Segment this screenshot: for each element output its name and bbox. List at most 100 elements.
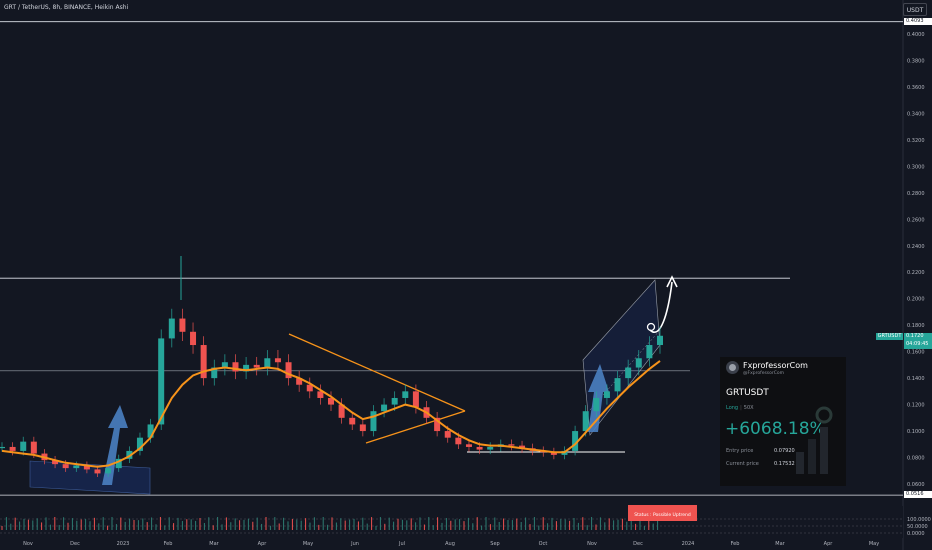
current-price-marker [646, 322, 656, 332]
graph-decoration-icon [796, 406, 833, 474]
candle-body[interactable] [370, 411, 377, 432]
price-tick-label: 0.3000 [907, 164, 925, 170]
candle-body[interactable] [285, 362, 292, 379]
candle-body[interactable] [349, 417, 356, 425]
candle-body[interactable] [476, 446, 483, 450]
candle-body[interactable] [253, 364, 260, 368]
card-brand: FxprofessorCom [743, 361, 808, 370]
candle-body[interactable] [83, 465, 90, 470]
time-axis[interactable]: Nov Dec 2023 Feb Mar Apr May Jun Jul Aug Sep Oct Nov… [23, 541, 879, 547]
candle-body[interactable] [136, 437, 143, 451]
candle-body[interactable] [328, 397, 334, 405]
candle-body[interactable] [274, 358, 281, 363]
candle-body[interactable] [359, 424, 366, 432]
time-tick-label: May [303, 541, 313, 547]
candle-body[interactable] [243, 364, 250, 372]
price-tick-label: 0.1400 [907, 376, 925, 382]
price-tick-label: 0.3600 [907, 85, 925, 91]
candle-body[interactable] [391, 397, 398, 405]
candle-body[interactable] [30, 441, 37, 454]
candle-body[interactable] [317, 391, 324, 398]
time-tick-label: Feb [164, 541, 173, 547]
price-tick-label: 0.3200 [907, 138, 925, 144]
candle-body[interactable] [52, 460, 59, 465]
candle-body[interactable] [519, 445, 526, 449]
candle-body[interactable] [614, 378, 621, 392]
time-tick-label: Feb [731, 541, 740, 547]
candle-body[interactable] [508, 444, 515, 446]
candle-body[interactable] [657, 335, 663, 346]
candle-body[interactable] [264, 358, 271, 368]
candle-body[interactable] [338, 404, 345, 418]
candle-body[interactable] [646, 345, 653, 359]
card-leverage: 50X [743, 405, 754, 411]
candle-body[interactable] [147, 424, 154, 438]
time-tick-label: 2024 [682, 541, 695, 547]
candle-body[interactable] [582, 411, 589, 432]
candle-body[interactable] [115, 458, 122, 469]
candle-body[interactable] [20, 441, 27, 451]
candle-body[interactable] [221, 362, 228, 368]
avatar [726, 361, 739, 374]
last-price-label: 0.1720 04:09:45 [904, 333, 932, 349]
candles[interactable] [0, 256, 663, 478]
entry-value: 0.07920 [774, 448, 795, 454]
candle-body[interactable] [635, 358, 642, 368]
candle-body[interactable] [94, 469, 101, 474]
candle-body[interactable] [200, 345, 207, 379]
candle-body[interactable] [0, 446, 5, 449]
candle-body[interactable] [572, 431, 579, 451]
candle-body[interactable] [465, 444, 472, 447]
horizontal-levels[interactable] [0, 21, 903, 496]
candle-body[interactable] [126, 450, 133, 459]
oscillator-level-label: 100.0000 [907, 517, 931, 523]
candle-body[interactable] [9, 446, 16, 451]
candle-body[interactable] [434, 417, 441, 432]
price-tick-label: 0.2000 [907, 297, 925, 303]
current-value: 0.17532 [774, 461, 795, 467]
moving-average-line [1, 360, 661, 468]
time-tick-label: Aug [445, 541, 455, 547]
symbol-badge: GRTUSDT [876, 333, 903, 340]
candle-body[interactable] [402, 391, 409, 398]
candle-body[interactable] [625, 367, 632, 379]
candle-body[interactable] [487, 446, 494, 450]
candle-body[interactable] [444, 431, 451, 438]
candle-body[interactable] [381, 404, 388, 412]
candle-body[interactable] [168, 318, 175, 339]
time-tick-label: 2023 [117, 541, 130, 547]
candle-body[interactable] [306, 384, 313, 392]
price-tick-label: 0.0800 [907, 456, 925, 462]
time-tick-label: Dec [70, 541, 80, 547]
price-tick-label: 0.1800 [907, 323, 925, 329]
oscillator-level-label: 0.0000 [907, 531, 925, 537]
candle-body[interactable] [412, 391, 419, 408]
candle-body[interactable] [190, 331, 197, 346]
descending-trendline[interactable] [288, 333, 466, 412]
candle-body[interactable] [455, 437, 462, 445]
price-tick-label: 0.2800 [907, 191, 925, 197]
currency-button[interactable]: USDT [903, 3, 927, 16]
candle-body[interactable] [158, 338, 165, 425]
card-pair: GRTUSDT [726, 388, 769, 398]
candle-body[interactable] [179, 318, 186, 332]
candle-body[interactable] [603, 391, 610, 398]
price-axis[interactable]: 0.4000 0.3800 0.3600 0.3400 0.3200 0.3000 0.28… [902, 0, 925, 550]
time-tick-label: Mar [209, 541, 219, 547]
candle-body[interactable] [211, 367, 218, 379]
candle-body[interactable] [296, 378, 303, 385]
price-tick-label: 0.2400 [907, 244, 925, 250]
oscillator-level-label: 50.0000 [907, 524, 928, 530]
candle-body[interactable] [62, 464, 69, 469]
chart-drawings[interactable] [29, 275, 678, 495]
oscillator-flag [628, 505, 697, 511]
candle-body[interactable] [232, 362, 239, 372]
ascending-trendline[interactable] [365, 410, 466, 444]
candle-body[interactable] [105, 468, 112, 474]
candle-body[interactable] [550, 452, 557, 455]
symbol-title: GRT / TetherUS, 8h, BINANCE, Heikin Ashi [4, 4, 129, 11]
candle-body[interactable] [593, 397, 600, 412]
candle-body[interactable] [73, 465, 80, 469]
